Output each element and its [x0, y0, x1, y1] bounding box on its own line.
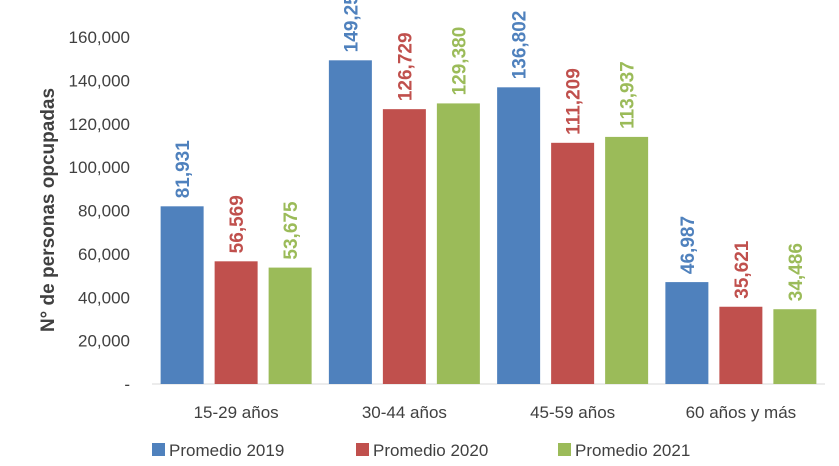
legend-label: Promedio 2020	[373, 441, 488, 460]
bar	[719, 306, 763, 384]
y-tick-label: 80,000	[78, 202, 130, 221]
x-tick-label: 15-29 años	[194, 403, 279, 422]
bars	[160, 60, 817, 385]
y-axis-ticks: - 20,000 40,000 60,000 80,000 100,000 120,000 1…	[69, 28, 130, 394]
legend-label: Promedio 2021	[575, 441, 690, 460]
bar	[160, 206, 204, 384]
y-tick-label: 120,000	[69, 115, 130, 134]
bar	[268, 267, 312, 384]
bar	[497, 87, 541, 384]
data-label: 46,987	[678, 216, 699, 274]
data-labels: 81,931 56,569 53,675 149,250 126,729 129,380 1…	[173, 0, 807, 301]
y-tick-label: 140,000	[69, 71, 130, 90]
data-label: 53,675	[281, 201, 302, 260]
legend-label: Promedio 2019	[169, 441, 284, 460]
legend-swatch	[558, 443, 571, 456]
y-tick-label: 160,000	[69, 28, 130, 47]
y-tick-label: 40,000	[78, 288, 130, 307]
bar	[328, 60, 372, 385]
data-label: 149,250	[341, 0, 362, 52]
bar	[551, 142, 595, 384]
legend-swatch	[152, 443, 165, 456]
data-label: 129,380	[449, 27, 470, 96]
data-label: 81,931	[173, 140, 194, 199]
y-tick-label: -	[124, 375, 130, 394]
data-label: 113,937	[618, 61, 639, 129]
data-label: 34,486	[786, 243, 807, 301]
y-tick-label: 100,000	[69, 158, 130, 177]
bar	[605, 136, 649, 384]
y-axis-label: N° de personas opcupadas	[38, 88, 59, 332]
data-label: 111,209	[564, 68, 585, 135]
legend: Promedio 2019 Promedio 2020 Promedio 2021	[152, 441, 690, 460]
bar	[773, 309, 817, 384]
x-axis-ticks: 15-29 años 30-44 años 45-59 años 60 años y …	[194, 403, 797, 422]
legend-swatch	[356, 443, 369, 456]
data-label: 126,729	[395, 32, 416, 101]
x-tick-label: 60 años y más	[686, 403, 797, 422]
bar	[382, 109, 426, 384]
bar	[665, 282, 709, 384]
data-label: 35,621	[732, 240, 753, 299]
x-tick-label: 45-59 años	[530, 403, 615, 422]
bar	[436, 103, 480, 384]
y-tick-label: 60,000	[78, 245, 130, 264]
data-label: 56,569	[227, 195, 248, 253]
y-tick-label: 20,000	[78, 332, 130, 351]
bar	[214, 261, 258, 384]
data-label: 136,802	[510, 11, 531, 80]
x-tick-label: 30-44 años	[362, 403, 447, 422]
